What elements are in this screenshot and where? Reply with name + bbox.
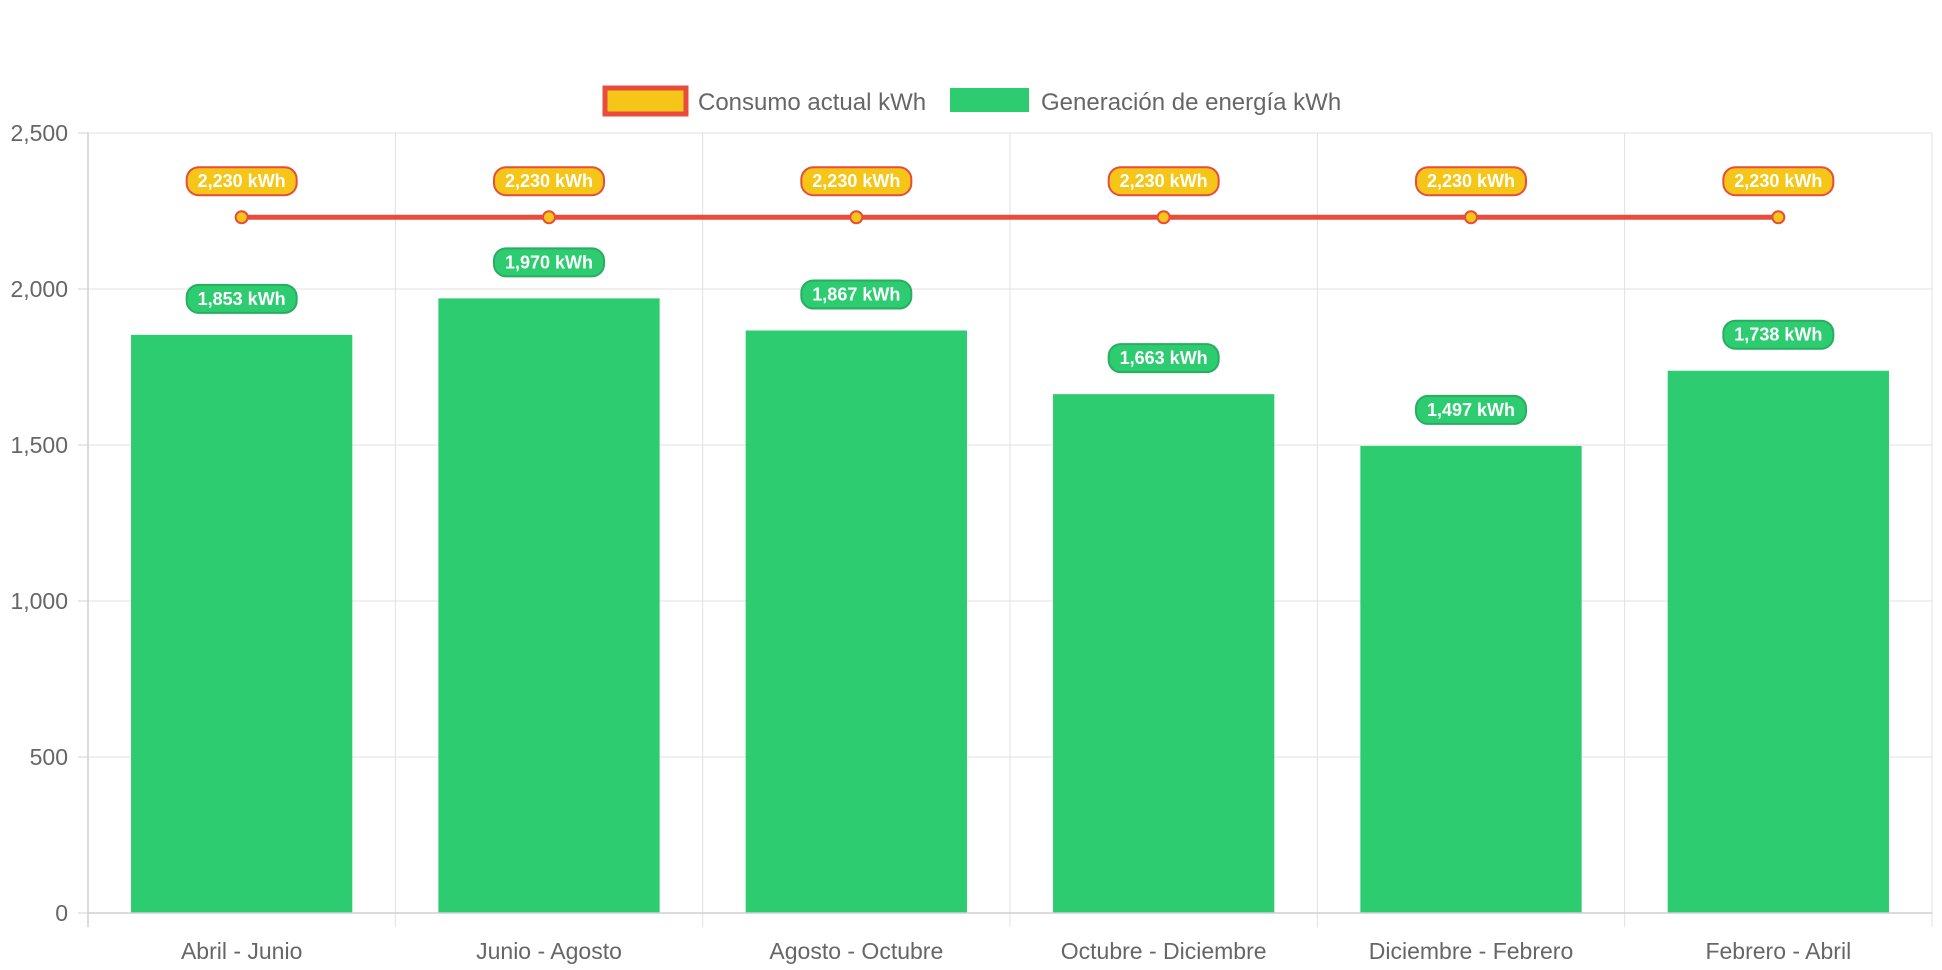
y-tick-label: 0 [55, 900, 68, 926]
bar-data-label-bg [185, 283, 298, 314]
gridlines [87, 132, 1933, 927]
line-data-label-bg [800, 166, 913, 197]
line-data-label-bg [493, 166, 605, 197]
bar-data-label-text: 1,738 kWh [1734, 325, 1822, 345]
legend-swatch-generacion [950, 88, 1029, 112]
legend-swatch-consumo [602, 85, 689, 117]
line-data-label: 2,230 kWh [493, 166, 605, 197]
bar-data-label-text: 1,853 kWh [198, 289, 286, 309]
bar-data-label: 1,738 kWh [1722, 319, 1835, 350]
bar-data-label: 1,497 kWh [1415, 394, 1527, 425]
bar-series [131, 298, 1889, 914]
x-tick-label: Octubre - Diciembre [1061, 938, 1267, 964]
line-point[interactable] [1156, 210, 1171, 225]
bar-data-label-bg [1415, 394, 1527, 425]
bar-data-label-text: 1,497 kWh [1427, 400, 1515, 420]
legend[interactable]: Consumo actual kWh Generación de energía… [602, 85, 1341, 117]
line-data-label: 2,230 kWh [185, 166, 298, 197]
line-data-label-bg [185, 166, 298, 197]
line-data-label: 2,230 kWh [1415, 166, 1527, 197]
axes: 0 500 1,000 1,500 2,000 2,500 Abril - Junio Jun… [10, 120, 1932, 964]
bar[interactable] [1667, 370, 1889, 913]
line-data-label-bg [1415, 166, 1527, 197]
bar-data-label-bg [800, 279, 913, 310]
bar-data-label: 1,663 kWh [1107, 343, 1220, 374]
bar[interactable] [131, 334, 353, 913]
bar[interactable] [438, 298, 660, 913]
y-tick-label: 500 [30, 744, 68, 770]
line-data-label-text: 2,230 kWh [198, 171, 286, 191]
line-data-label-text: 2,230 kWh [1120, 171, 1208, 191]
bar-data-label-text: 1,867 kWh [812, 284, 900, 304]
bar[interactable] [745, 330, 967, 914]
data-labels: 2,230 kWh 2,230 kWh 2,230 kWh 2,230 kWh 2,23… [185, 166, 1835, 425]
legend-label-consumo: Consumo actual kWh [698, 89, 926, 116]
bar-data-label: 1,853 kWh [185, 283, 298, 314]
line-data-label-text: 2,230 kWh [505, 171, 593, 191]
x-tick-label: Agosto - Octubre [769, 938, 943, 964]
line-data-label: 2,230 kWh [800, 166, 913, 197]
line-point[interactable] [542, 210, 556, 225]
legend-item-generacion[interactable]: Generación de energía kWh [950, 88, 1341, 116]
bar-data-label-bg [1107, 343, 1220, 374]
line-data-label-text: 2,230 kWh [1427, 171, 1515, 191]
line-data-label-bg [1107, 166, 1220, 197]
bar-data-label-bg [493, 247, 605, 278]
y-tick-label: 1,500 [10, 432, 68, 458]
legend-item-consumo[interactable]: Consumo actual kWh [602, 85, 926, 117]
line-point[interactable] [849, 210, 864, 225]
x-tick-label: Junio - Agosto [476, 938, 622, 964]
line-point[interactable] [1771, 210, 1786, 225]
line-data-label-text: 2,230 kWh [812, 171, 900, 191]
bar-data-label-text: 1,970 kWh [505, 252, 593, 272]
line-point[interactable] [1464, 210, 1478, 225]
y-tick-label: 2,000 [10, 276, 68, 302]
bar-data-label: 1,867 kWh [800, 279, 913, 310]
y-tick-label: 2,500 [10, 120, 68, 146]
x-tick-label: Diciembre - Febrero [1369, 938, 1574, 964]
line-data-label: 2,230 kWh [1107, 166, 1220, 197]
legend-label-generacion: Generación de energía kWh [1041, 89, 1341, 116]
bar[interactable] [1360, 445, 1582, 913]
line-series [234, 210, 1786, 225]
line-data-label-text: 2,230 kWh [1734, 171, 1822, 191]
bar[interactable] [1053, 394, 1275, 913]
line-point[interactable] [234, 210, 249, 225]
x-tick-label: Abril - Junio [181, 938, 302, 964]
x-tick-label: Febrero - Abril [1705, 938, 1851, 964]
y-tick-label: 1,000 [10, 588, 68, 614]
line-data-label-bg [1722, 166, 1835, 197]
line-data-label: 2,230 kWh [1722, 166, 1835, 197]
bar-data-label-text: 1,663 kWh [1120, 348, 1208, 368]
bar-data-label: 1,970 kWh [493, 247, 605, 278]
bar-data-label-bg [1722, 319, 1835, 350]
